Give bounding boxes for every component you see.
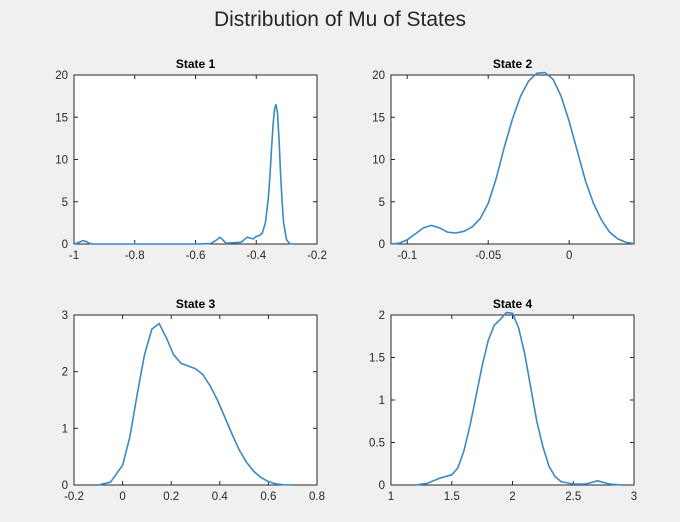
x-tick-label: 0.6: [260, 491, 276, 503]
y-tick-label: 0: [379, 480, 385, 492]
density-line: [415, 311, 622, 486]
y-tick-label: 0: [62, 480, 68, 492]
y-tick-label: 0: [62, 239, 68, 251]
y-tick-label: 0.5: [369, 438, 385, 450]
density-line: [73, 103, 293, 245]
x-tick-label: 3: [631, 491, 637, 503]
y-tick-label: 15: [55, 112, 68, 124]
y-tick-label: 1: [379, 395, 385, 407]
density-line: [98, 322, 293, 486]
x-tick-label: -0.2: [64, 491, 84, 503]
subplot-title: State 2: [493, 57, 533, 71]
subplot-title: State 3: [176, 297, 216, 311]
y-tick-label: 3: [62, 310, 68, 322]
axes-box: [390, 74, 635, 245]
x-tick-label: 0.4: [212, 491, 229, 503]
y-tick-label: 10: [55, 155, 68, 167]
y-tick-label: 0: [379, 239, 385, 251]
y-tick-label: 2: [62, 367, 68, 379]
x-tick-label: 2.5: [565, 491, 581, 503]
density-line: [390, 71, 635, 245]
y-tick-label: 5: [379, 197, 385, 209]
x-tick-label: -0.8: [125, 250, 145, 262]
x-tick-label: -0.1: [397, 250, 417, 262]
y-tick-label: 10: [372, 155, 385, 167]
subplot-title: State 1: [176, 57, 216, 71]
subplot-2: State 2 -0.1 -0.05 0 0 5 10 15 20: [372, 57, 635, 262]
x-tick-label: 1: [388, 491, 394, 503]
x-tick-label: -0.05: [475, 250, 501, 262]
x-tick-label: -0.4: [246, 250, 266, 262]
x-tick-label: 0: [119, 491, 125, 503]
axes-box: [390, 314, 635, 486]
y-tick-label: 20: [372, 70, 385, 82]
x-tick-label: 2: [509, 491, 515, 503]
y-tick-label: 1: [62, 423, 68, 435]
y-tick-label: 1.5: [369, 353, 385, 365]
y-tick-label: 5: [62, 197, 68, 209]
x-tick-label: -0.6: [186, 250, 206, 262]
axes-box: [73, 314, 318, 486]
x-tick-label: 0.8: [309, 491, 325, 503]
y-tick-label: 2: [379, 310, 385, 322]
x-tick-label: -1: [69, 250, 79, 262]
y-tick-label: 15: [372, 112, 385, 124]
figure-title: Distribution of Mu of States: [213, 8, 467, 31]
x-tick-label: 0: [566, 250, 572, 262]
x-tick-label: -0.2: [307, 250, 327, 262]
subplot-4: State 4 1 1.5 2 2.5 3 0 0.5 1 1.5 2: [369, 297, 637, 503]
y-tick-label: 20: [55, 70, 68, 82]
subplot-title: State 4: [493, 297, 533, 311]
subplot-1: State 1 -1 -0.8 -0.6 -0.4 -0.2 0 5 10 15 20: [55, 57, 327, 262]
x-tick-label: 1.5: [444, 491, 460, 503]
x-tick-label: 0.2: [163, 491, 179, 503]
